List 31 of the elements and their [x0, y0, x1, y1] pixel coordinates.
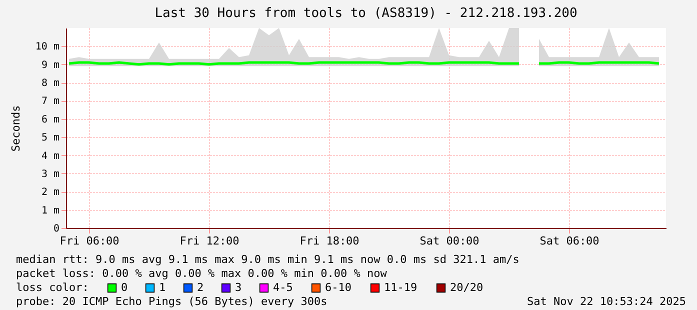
legend-label: 3 — [235, 281, 242, 294]
y-tick-label: 1 m — [41, 205, 60, 216]
y-tick-label: 3 m — [41, 168, 60, 180]
x-tick-label: Sat 00:00 — [420, 234, 480, 248]
y-tick-label: 8 m — [41, 78, 60, 90]
chart-title: Last 30 Hours from tools to (AS8319) - 212.218.193.200 — [154, 6, 578, 21]
legend-label: 20/20 — [450, 281, 484, 294]
y-tick-label: 6 m — [41, 114, 60, 126]
legend-label: 0 — [121, 281, 128, 294]
text: probe: 20 ICMP Echo Pings (56 Bytes) every 300s — [16, 295, 328, 308]
text: Sat Nov 22 10:53:24 2025 — [527, 295, 686, 308]
legend-label: 1 — [159, 281, 166, 294]
x-tick-label: Fri 18:00 — [300, 234, 360, 248]
text: median rtt: 9.0 ms avg 9.1 ms max 9.0 ms min 9.1 ms now 0.0 ms sd 321.1 am/s — [16, 253, 520, 266]
x-tick-label: Fri 06:00 — [60, 234, 120, 248]
y-tick-label: 10 m — [35, 42, 60, 53]
legend-label: 4-5 — [273, 281, 293, 294]
y-tick-label: 9 m — [41, 60, 60, 71]
text: loss color: — [16, 281, 89, 294]
x-tick-label: Sat 06:00 — [540, 234, 600, 248]
legend-label: 11-19 — [384, 281, 418, 294]
y-tick-label: 4 m — [41, 150, 60, 162]
legend-label: 6-10 — [325, 281, 352, 294]
y-tick-label: 0 — [53, 224, 60, 234]
x-tick-label: Fri 12:00 — [180, 234, 240, 248]
text: packet loss: 0.00 % avg 0.00 % max 0.00 % min 0.00 % now — [16, 267, 388, 280]
y-tick-label: 5 m — [41, 132, 60, 144]
y-tick-label: 7 m — [41, 96, 60, 108]
legend-label: 2 — [197, 281, 204, 294]
y-tick-label: 2 m — [41, 187, 60, 198]
y-axis-title: Seconds — [9, 105, 22, 152]
